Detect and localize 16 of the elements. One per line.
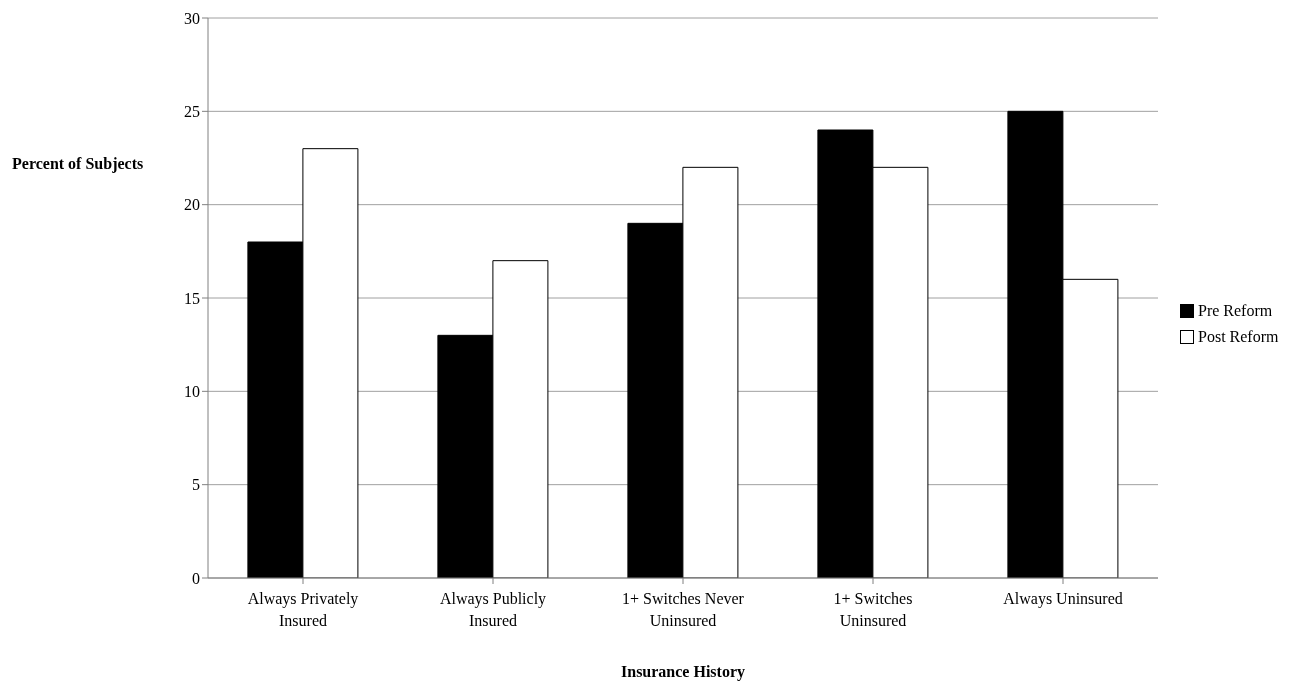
x-tick-label: Always Publicly Insured xyxy=(439,590,547,629)
x-tick-label: 1+ Switches Uninsured xyxy=(833,590,913,629)
y-tick-label: 25 xyxy=(184,103,200,121)
y-tick-label: 0 xyxy=(192,569,200,587)
x-axis-title: Insurance History xyxy=(620,663,746,681)
y-axis-title: Percent of Subjects xyxy=(12,155,144,174)
x-tick-label: Always Uninsured xyxy=(1003,590,1123,608)
y-tick-label: 15 xyxy=(184,289,200,307)
x-tick-label: Always Privately Insured xyxy=(247,590,359,629)
legend-label: Post Reform xyxy=(1198,328,1279,346)
y-tick-label: 5 xyxy=(192,476,200,494)
x-tick-label: 1+ Switches Never Uninsured xyxy=(622,590,745,629)
legend-label: Pre Reform xyxy=(1198,302,1273,320)
y-tick-label: 20 xyxy=(184,196,200,214)
y-tick-label: 10 xyxy=(184,383,200,401)
y-tick-label: 30 xyxy=(184,9,200,27)
